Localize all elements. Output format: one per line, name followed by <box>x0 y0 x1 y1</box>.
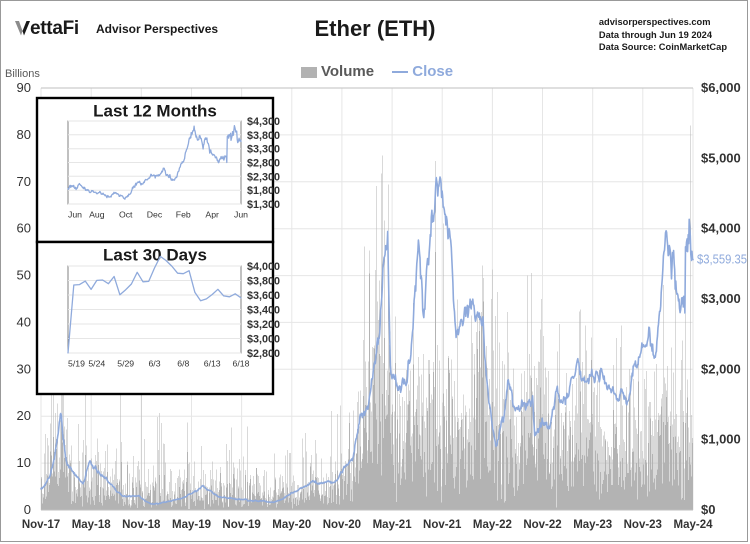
svg-text:60: 60 <box>17 221 31 236</box>
svg-text:$1,800: $1,800 <box>247 185 280 197</box>
svg-text:5/29: 5/29 <box>117 359 134 369</box>
svg-text:$0: $0 <box>701 502 715 517</box>
svg-text:May-22: May-22 <box>473 519 512 531</box>
svg-text:40: 40 <box>17 314 31 329</box>
svg-text:$1,300: $1,300 <box>247 199 280 211</box>
svg-text:90: 90 <box>17 80 31 95</box>
svg-text:Jun: Jun <box>68 210 82 220</box>
svg-text:5/19: 5/19 <box>68 359 85 369</box>
svg-text:$2,800: $2,800 <box>247 158 280 170</box>
svg-text:0: 0 <box>24 502 31 517</box>
svg-text:$3,300: $3,300 <box>247 144 280 156</box>
svg-text:$3,559.35: $3,559.35 <box>697 253 747 267</box>
svg-text:May-23: May-23 <box>573 519 612 531</box>
svg-text:80: 80 <box>17 127 31 142</box>
svg-text:6/18: 6/18 <box>233 359 250 369</box>
svg-text:$4,000: $4,000 <box>701 221 741 236</box>
svg-text:$3,200: $3,200 <box>247 319 280 331</box>
svg-text:10: 10 <box>17 455 31 470</box>
svg-text:Nov-19: Nov-19 <box>222 519 260 531</box>
svg-text:$3,800: $3,800 <box>247 130 280 142</box>
svg-text:6/13: 6/13 <box>204 359 221 369</box>
svg-text:6/8: 6/8 <box>177 359 189 369</box>
svg-text:May-18: May-18 <box>72 519 112 531</box>
svg-text:Nov-18: Nov-18 <box>122 519 161 531</box>
svg-text:$6,000: $6,000 <box>701 80 741 95</box>
svg-text:Oct: Oct <box>119 210 133 220</box>
svg-text:Feb: Feb <box>176 210 191 220</box>
svg-text:Last 30 Days: Last 30 Days <box>103 246 207 265</box>
svg-text:Aug: Aug <box>89 210 105 220</box>
svg-text:May-20: May-20 <box>272 519 311 531</box>
svg-text:$2,300: $2,300 <box>247 171 280 183</box>
svg-text:Last 12 Months: Last 12 Months <box>93 102 217 121</box>
svg-text:Dec: Dec <box>147 210 163 220</box>
svg-text:50: 50 <box>17 268 31 283</box>
svg-text:Jun: Jun <box>234 210 248 220</box>
svg-text:5/24: 5/24 <box>88 359 105 369</box>
svg-text:$2,800: $2,800 <box>247 348 280 360</box>
svg-text:Apr: Apr <box>205 210 219 220</box>
svg-text:$3,000: $3,000 <box>701 291 741 306</box>
svg-text:May-19: May-19 <box>172 519 211 531</box>
svg-text:$3,400: $3,400 <box>247 305 280 317</box>
svg-text:$3,800: $3,800 <box>247 276 280 288</box>
svg-text:$4,000: $4,000 <box>247 261 280 273</box>
svg-text:Nov-21: Nov-21 <box>423 519 462 531</box>
svg-text:$3,600: $3,600 <box>247 290 280 302</box>
svg-text:20: 20 <box>17 408 31 423</box>
svg-text:Nov-20: Nov-20 <box>323 519 361 531</box>
svg-text:$2,000: $2,000 <box>701 361 741 376</box>
svg-text:$5,000: $5,000 <box>701 150 741 165</box>
svg-text:$4,300: $4,300 <box>247 116 280 128</box>
svg-text:Nov-22: Nov-22 <box>523 519 561 531</box>
svg-text:May-21: May-21 <box>373 519 413 531</box>
svg-text:Nov-17: Nov-17 <box>22 519 60 531</box>
svg-text:Nov-23: Nov-23 <box>624 519 662 531</box>
svg-text:$1,000: $1,000 <box>701 432 741 447</box>
svg-text:70: 70 <box>17 174 31 189</box>
svg-text:$3,000: $3,000 <box>247 334 280 346</box>
svg-text:6/3: 6/3 <box>148 359 160 369</box>
svg-text:May-24: May-24 <box>674 519 714 531</box>
svg-text:30: 30 <box>17 361 31 376</box>
